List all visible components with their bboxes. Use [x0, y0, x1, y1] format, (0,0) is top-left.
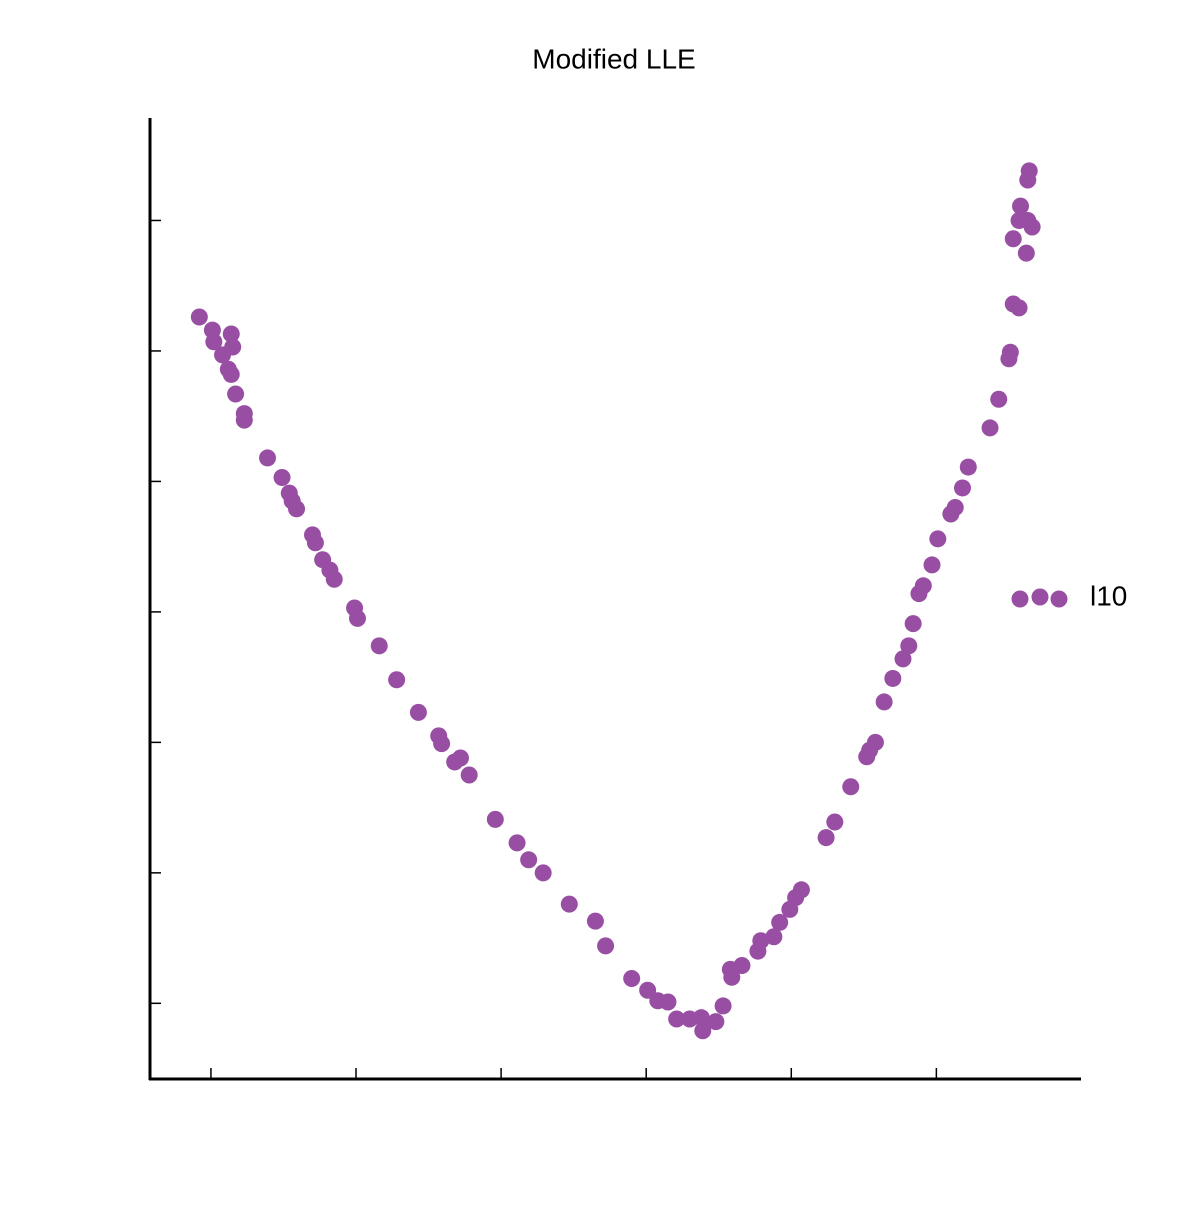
legend-label: l10 — [1090, 580, 1127, 611]
legend-marker — [1031, 588, 1049, 606]
point — [771, 913, 789, 931]
point — [222, 365, 240, 383]
point — [205, 333, 223, 351]
point — [884, 669, 902, 687]
point — [486, 810, 504, 828]
point — [1020, 162, 1038, 180]
point — [597, 937, 615, 955]
point — [981, 419, 999, 437]
point — [953, 479, 971, 497]
point — [259, 449, 277, 467]
point — [752, 932, 770, 950]
chart-title: Modified LLE — [532, 43, 695, 74]
point — [370, 637, 388, 655]
point — [508, 834, 526, 852]
point — [694, 1022, 712, 1040]
point — [273, 469, 291, 487]
point — [929, 530, 947, 548]
point — [1001, 343, 1019, 361]
point — [842, 778, 860, 796]
point — [659, 993, 677, 1011]
point — [904, 615, 922, 633]
point — [586, 912, 604, 930]
point — [227, 385, 245, 403]
point — [894, 650, 912, 668]
point — [923, 556, 941, 574]
point — [388, 671, 406, 689]
point — [959, 458, 977, 476]
point — [235, 411, 253, 429]
point — [1017, 244, 1035, 262]
point — [639, 981, 657, 999]
point — [348, 609, 366, 627]
point — [520, 851, 538, 869]
point — [534, 864, 552, 882]
point — [433, 735, 451, 753]
point — [409, 703, 427, 721]
point — [1023, 218, 1041, 236]
point — [990, 390, 1008, 408]
point — [1012, 197, 1030, 215]
legend-marker — [1011, 590, 1029, 608]
point — [946, 499, 964, 517]
point — [288, 500, 306, 518]
point — [707, 1013, 725, 1031]
point — [668, 1010, 686, 1028]
point — [900, 637, 918, 655]
point — [826, 813, 844, 831]
point — [765, 928, 783, 946]
point — [560, 895, 578, 913]
point — [714, 997, 732, 1015]
point — [914, 577, 932, 595]
point — [733, 956, 751, 974]
point — [1010, 299, 1028, 317]
point — [190, 308, 208, 326]
point — [692, 1009, 710, 1027]
point — [817, 829, 835, 847]
point — [866, 733, 884, 751]
point — [875, 693, 893, 711]
point — [306, 534, 324, 552]
point — [325, 570, 343, 588]
point — [623, 970, 641, 988]
point — [792, 881, 810, 899]
point — [1004, 230, 1022, 248]
point — [451, 749, 469, 767]
legend-marker — [1050, 590, 1068, 608]
point — [460, 766, 478, 784]
point — [222, 325, 240, 343]
point — [224, 338, 242, 356]
